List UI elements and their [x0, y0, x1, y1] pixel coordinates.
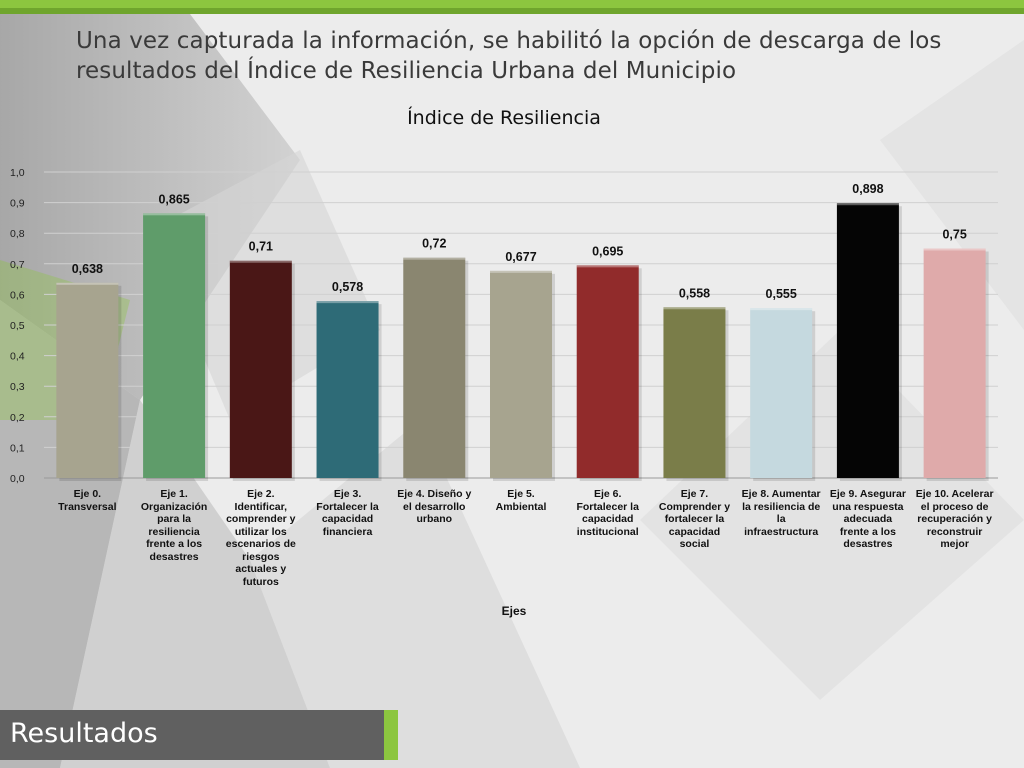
x-category-label: Eje 8. Aumentar la resiliencia de la inf…	[741, 488, 821, 538]
bar	[316, 301, 379, 478]
x-category-label: Eje 5. Ambiental	[495, 488, 547, 513]
bar-value-label: 0,72	[422, 237, 446, 251]
bar-highlight	[490, 270, 552, 273]
y-tick-label: 0,0	[10, 473, 25, 485]
bar-value-label: 0,677	[505, 250, 536, 264]
y-tick-label: 0,9	[10, 198, 25, 210]
y-tick-label: 0,3	[10, 381, 25, 393]
bar-highlight	[316, 301, 379, 304]
bar	[576, 265, 639, 478]
results-label: Resultados	[10, 718, 158, 749]
bar-value-label: 0,638	[72, 262, 103, 276]
bar	[143, 213, 206, 478]
x-category-label: Eje 0. Transversal	[58, 488, 117, 513]
bar-highlight	[403, 257, 466, 260]
y-tick-label: 0,5	[10, 320, 25, 332]
bar	[836, 203, 899, 478]
bar-highlight	[143, 213, 206, 216]
y-tick-label: 0,7	[10, 259, 25, 271]
bar-value-label: 0,71	[249, 240, 273, 254]
bar-highlight	[229, 260, 292, 263]
y-tick-label: 0,8	[10, 228, 25, 240]
x-axis-title: Ejes	[502, 604, 527, 618]
results-banner-accent	[384, 710, 398, 760]
y-tick-label: 0,1	[10, 442, 25, 454]
chart-title: Índice de Resiliencia	[407, 106, 601, 129]
bar-value-label: 0,75	[942, 228, 966, 242]
x-category-label: Eje 10. Acelerar el proceso de recuperac…	[915, 488, 994, 550]
bar-highlight	[750, 308, 813, 311]
bar-value-label: 0,695	[592, 244, 623, 258]
x-category-label: Eje 9. Asegurar una respuesta adecuada f…	[829, 488, 906, 550]
bar	[56, 282, 119, 478]
bar-highlight	[836, 203, 899, 206]
bar	[923, 248, 986, 478]
x-category-label: Eje 4. Diseño y el desarrollo urbano	[397, 488, 472, 525]
bar-value-label: 0,898	[852, 182, 883, 196]
y-tick-label: 0,2	[10, 412, 25, 424]
bar	[229, 260, 292, 478]
y-tick-label: 0,4	[10, 351, 25, 363]
slide-title: Una vez capturada la información, se hab…	[76, 28, 942, 84]
value-labels: 0,638 0,865 0,71 0,578 0,72 0,677 0,695 0,558 0,…	[72, 182, 967, 301]
x-category-label: Eje 3. Fortalecer la capacidad financier…	[316, 488, 379, 538]
bar	[663, 307, 726, 478]
bar-highlight	[663, 307, 726, 310]
x-category-label: Eje 7. Comprender y fortalecer la capaci…	[658, 488, 731, 550]
bar-value-label: 0,558	[679, 286, 710, 300]
bar-value-label: 0,555	[766, 287, 797, 301]
top-accent-bar-shade	[0, 8, 1024, 14]
bar-highlight	[576, 265, 639, 268]
results-banner	[0, 710, 384, 760]
bar	[750, 308, 813, 478]
y-tick-label: 0,6	[10, 289, 25, 301]
bar	[490, 270, 552, 478]
bar-value-label: 0,578	[332, 280, 363, 294]
x-category-label: Eje 2. Identificar, comprender y utiliza…	[225, 488, 296, 588]
bar-highlight	[923, 248, 986, 251]
bar-value-label: 0,865	[158, 192, 189, 206]
bars	[56, 203, 989, 481]
bar-highlight	[56, 282, 119, 285]
x-category-label: Eje 6. Fortalecer la capacidad instituci…	[576, 488, 639, 538]
bar	[403, 257, 466, 478]
y-tick-label: 1,0	[10, 167, 25, 179]
y-axis-ticks: 0,0 0,1 0,2 0,3 0,4 0,5 0,6 0,7 0,8 0,9 1,0	[10, 167, 25, 485]
x-category-label: Eje 1. Organización para la resiliencia …	[140, 488, 208, 563]
